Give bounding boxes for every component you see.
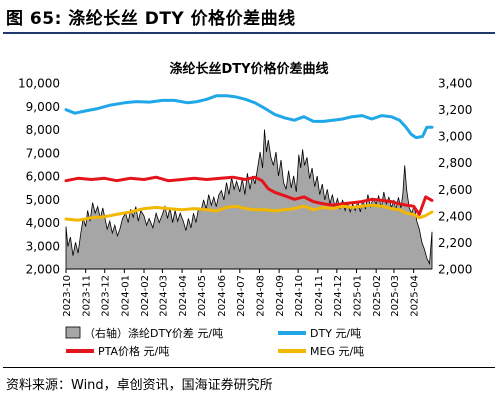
legend-label: （右轴）涤纶DTY价差 元/吨: [84, 326, 223, 340]
x-tick-label: 2023-11: [82, 275, 93, 317]
y-left-tick-label: 2,000: [26, 263, 60, 277]
y-left-tick-label: 10,000: [18, 77, 60, 91]
x-tick-label: 2023-12: [101, 275, 112, 317]
source-note: 资料来源：Wind，卓创资讯，国海证券研究所: [6, 378, 273, 393]
y-left-tick-label: 3,000: [26, 239, 60, 253]
y-left-tick-label: 7,000: [26, 146, 60, 160]
x-tick-label: 2024-07: [236, 275, 247, 317]
figure-title: 图 65: 涤纶长丝 DTY 价格价差曲线: [6, 9, 296, 29]
y-left-tick-label: 4,000: [26, 216, 60, 230]
x-tick-label: 2024-04: [178, 275, 189, 317]
y-left-tick-label: 9,000: [26, 100, 60, 114]
plot-area: [64, 94, 434, 270]
x-tick-label: 2025-04: [410, 275, 421, 317]
legend-swatch-spread: [65, 326, 81, 339]
legend-label: DTY 元/吨: [310, 327, 361, 340]
y-left-tick-label: 5,000: [26, 193, 60, 207]
x-tick-label: 2025-01: [353, 275, 364, 317]
x-tick-label: 2024-06: [217, 275, 228, 317]
dty-price-line: [64, 94, 434, 140]
x-tick-label: 2024-01: [120, 275, 131, 317]
x-tick-label: 2024-05: [197, 275, 208, 317]
axes: 2,000 3,000 4,000 5,000 6,000 7,000 8,000 9,000…: [18, 77, 472, 317]
y-right-tick-label: 2,600: [438, 183, 472, 197]
y-left-tick-label: 8,000: [26, 123, 60, 137]
legend-label: PTA价格 元/吨: [98, 344, 169, 358]
x-tick-label: 2024-11: [314, 275, 325, 317]
title-rule: [3, 32, 495, 34]
source-rule: [3, 367, 495, 368]
x-tick-label: 2024-03: [158, 275, 169, 317]
y-right-tick-label: 2,800: [438, 156, 472, 170]
x-tick-label: 2025-02: [372, 275, 383, 317]
y-right-tick-label: 3,400: [438, 77, 472, 91]
x-tick-label: 2024-09: [275, 275, 286, 317]
y-right-tick-label: 3,200: [438, 103, 472, 117]
meg-price-line: [64, 203, 434, 222]
y-right-tick-label: 2,400: [438, 209, 472, 223]
x-tick-label: 2024-08: [256, 275, 267, 317]
chart-title: 涤纶长丝DTY价格价差曲线: [169, 61, 328, 77]
x-tick-label: 2025-03: [390, 275, 401, 317]
y-right-tick-label: 3,000: [438, 130, 472, 144]
y-left-tick-label: 6,000: [26, 170, 60, 184]
x-tick-label: 2024-02: [140, 275, 151, 317]
x-tick-label: 2023-10: [62, 275, 73, 317]
legend: （右轴）涤纶DTY价差 元/吨 DTY 元/吨 PTA价格 元/吨 MEG 元/吨: [65, 326, 364, 358]
pta-price-line: [64, 175, 434, 216]
y-right-tick-label: 2,000: [438, 263, 472, 277]
x-tick-label: 2024-10: [294, 275, 305, 317]
y-right-tick-label: 2,200: [438, 236, 472, 250]
x-tick-label: 2024-12: [333, 275, 344, 317]
legend-label: MEG 元/吨: [310, 345, 364, 358]
chart: 涤纶长丝DTY价格价差曲线 2,000 3,000 4,000 5,000 6,000 7…: [18, 61, 472, 358]
